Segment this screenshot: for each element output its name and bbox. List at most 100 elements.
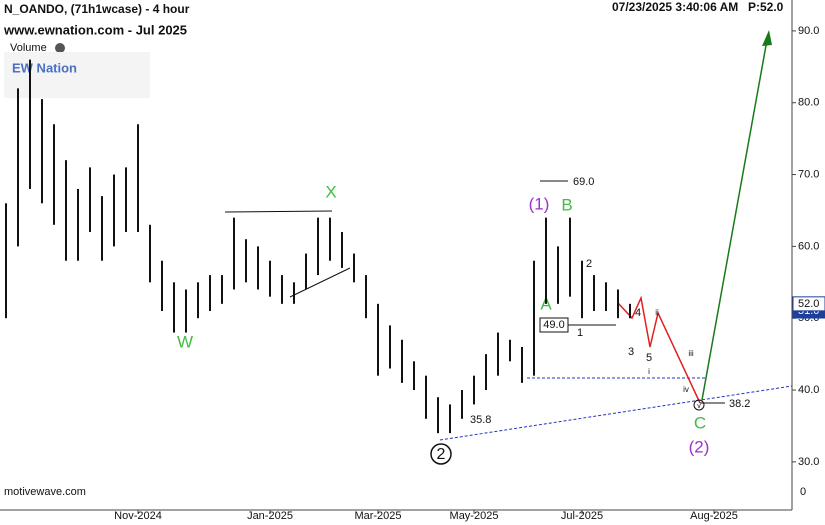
price-bar: [485, 354, 487, 391]
price-bar: [77, 188, 79, 261]
price-bar: [293, 282, 295, 304]
price-bar: [305, 253, 307, 290]
price-bar: [617, 289, 619, 319]
price-bar: [353, 253, 355, 283]
wave-label: i: [648, 367, 650, 376]
price-bar: [473, 375, 475, 405]
source: motivewave.com: [4, 486, 86, 498]
price-bar: [317, 217, 319, 276]
price-bar: [197, 282, 199, 319]
price-bar: [413, 361, 415, 391]
price-bar: [533, 260, 535, 376]
wave-label: 2: [586, 258, 592, 270]
price-bar: [149, 224, 151, 283]
y-tick-label: 80.0: [798, 97, 819, 109]
wave-label: W: [177, 332, 193, 351]
price-note: 69.0: [573, 176, 594, 188]
x-tick-label: May-2025: [450, 510, 499, 522]
price-bar: [437, 397, 439, 434]
wave-label: iv: [683, 385, 689, 394]
price-bar: [221, 275, 223, 304]
chart-subtitle: www.ewnation.com - Jul 2025: [3, 22, 187, 37]
price-marker: [792, 296, 825, 312]
price-bar: [377, 303, 379, 376]
price-bar: [5, 203, 7, 319]
price-bar: [17, 88, 19, 247]
price-bar: [41, 99, 43, 204]
price-bar: [545, 217, 547, 304]
price-bar: [101, 196, 103, 261]
volume-zero: 0: [800, 486, 806, 498]
wave-label: A: [540, 294, 552, 313]
price-note: 38.2: [729, 398, 750, 410]
price-bar: [113, 174, 115, 247]
x-tick-label: Aug-2025: [690, 510, 738, 522]
wave-label: (2): [689, 437, 710, 456]
wave-label: C: [694, 413, 706, 432]
price-bar: [161, 260, 163, 312]
price-bar: [137, 124, 139, 233]
price-bar: [29, 59, 31, 189]
projection-arrow: [701, 39, 768, 401]
y-tick-label: 30.0: [798, 456, 819, 468]
x-tick-label: Jul-2025: [561, 510, 603, 522]
price-bar: [269, 260, 271, 297]
price-bar: [461, 390, 463, 419]
wave-circle: [693, 399, 705, 411]
price-bar: [245, 239, 247, 283]
logo-box: [4, 52, 150, 98]
y-tick-label: 90.0: [798, 25, 819, 37]
price-bar: [569, 217, 571, 297]
timestamp: 07/23/2025 3:40:06 AM: [612, 0, 738, 14]
price-bar: [521, 346, 523, 383]
channel-line: [439, 385, 793, 441]
wave-label: iii: [688, 349, 694, 358]
wave-circle: [430, 443, 452, 465]
price-note: 49.0: [543, 319, 564, 331]
price-bar: [173, 282, 175, 333]
wave-label: (1): [529, 194, 550, 213]
wave-label: 1: [577, 327, 583, 339]
price-bar: [53, 124, 55, 225]
logo: EW Nation: [12, 60, 77, 75]
price-bar: [365, 275, 367, 319]
settings-icon[interactable]: [55, 43, 65, 53]
price-bar: [209, 275, 211, 312]
price-bar: [629, 303, 631, 319]
price-bar: [389, 325, 391, 369]
price-bar: [593, 275, 595, 312]
price-bar: [329, 217, 331, 261]
price-bar: [233, 217, 235, 290]
chart-title: N_OANDO, (71h1wcase) - 4 hour: [4, 2, 190, 16]
price-bar: [497, 332, 499, 376]
wave-label: ii: [655, 308, 659, 317]
wave-label: 5: [646, 352, 652, 364]
wave-label: v: [697, 403, 701, 410]
wave-label: X: [325, 182, 336, 201]
price-bar: [281, 275, 283, 304]
price-bar: [257, 246, 259, 290]
price-bar: [401, 339, 403, 383]
price-bar: [89, 167, 91, 233]
price-bar: [605, 282, 607, 312]
price-bar: [557, 246, 559, 304]
note-box: [539, 317, 569, 333]
wave-label: 4: [635, 307, 641, 319]
price-bar: [581, 260, 583, 319]
volume-label: Volume: [10, 42, 47, 54]
x-tick-label: Mar-2025: [354, 510, 401, 522]
arrow-head: [762, 30, 772, 46]
price-bar: [185, 289, 187, 333]
y-tick-label: 40.0: [798, 384, 819, 396]
price-bar: [341, 232, 343, 268]
price-label: P:52.0: [748, 0, 784, 14]
wave-label: B: [561, 195, 572, 214]
y-tick-label: 60.0: [798, 240, 819, 252]
wave-label: 3: [628, 346, 634, 358]
price-note: 35.8: [470, 414, 491, 426]
price-bar: [65, 160, 67, 261]
x-tick-label: Nov-2024: [114, 510, 162, 522]
price-bar: [425, 375, 427, 419]
y-tick-label: 70.0: [798, 168, 819, 180]
price-bar: [125, 167, 127, 233]
